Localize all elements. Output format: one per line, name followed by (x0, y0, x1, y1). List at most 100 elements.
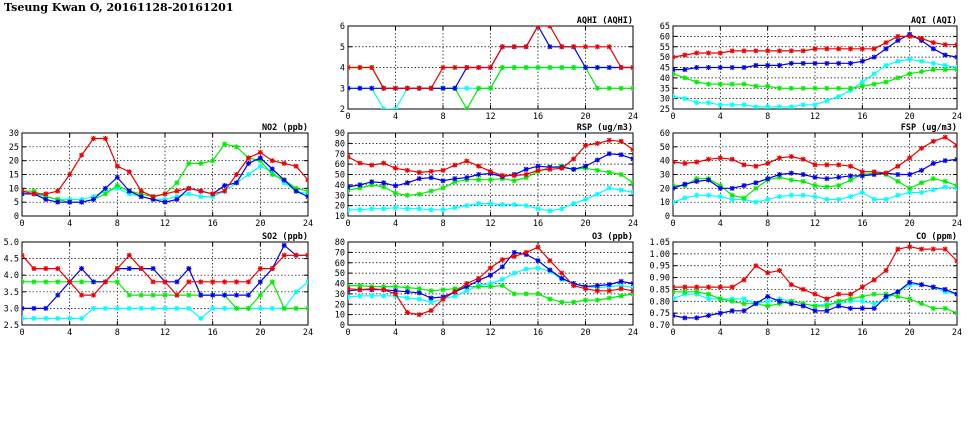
data-point (523, 172, 529, 177)
data-point (369, 85, 375, 91)
data-point (126, 188, 132, 194)
data-point (753, 104, 759, 109)
y-tick-label: 30 (335, 191, 345, 201)
data-point (488, 265, 493, 271)
data-point (559, 65, 565, 70)
data-point (511, 202, 517, 208)
data-point (800, 172, 806, 177)
data-point (800, 102, 806, 108)
data-point (440, 65, 446, 70)
data-point (43, 315, 49, 321)
data-point (883, 46, 889, 52)
data-point (91, 194, 96, 200)
data-point (67, 172, 73, 177)
x-tick-label: 24 (952, 112, 962, 122)
data-point (765, 62, 771, 68)
data-point (673, 199, 676, 205)
chart-title: SO2 (ppb) (262, 232, 308, 242)
data-point (198, 279, 204, 285)
data-point (919, 145, 924, 151)
data-point (859, 46, 865, 52)
data-point (102, 188, 108, 194)
data-point (114, 279, 120, 285)
data-point (812, 174, 818, 180)
data-point (741, 102, 747, 108)
data-point (836, 183, 842, 189)
data-point (848, 177, 853, 183)
data-point (257, 305, 263, 311)
y-tick-label: 0 (340, 321, 345, 331)
data-point (511, 178, 517, 184)
y-tick-label: 5 (340, 43, 345, 53)
data-point (673, 284, 676, 290)
data-point (741, 277, 747, 283)
y-tick-label: 0.80 (650, 297, 670, 307)
data-point (824, 308, 830, 314)
data-point (222, 183, 228, 189)
data-point (535, 291, 541, 297)
data-point (741, 65, 747, 70)
data-point (381, 287, 387, 293)
data-point (91, 305, 96, 311)
data-point (416, 296, 422, 302)
data-point (583, 44, 588, 50)
data-point (404, 289, 410, 295)
x-tick-label: 4 (67, 219, 72, 229)
x-tick-label: 8 (440, 328, 445, 338)
y-tick-label: 0.90 (650, 274, 670, 284)
y-tick-label: 80 (335, 139, 345, 149)
x-tick-label: 0 (670, 328, 675, 338)
y-tick-label: 50 (335, 171, 345, 181)
data-point (694, 65, 700, 70)
x-tick-label: 20 (580, 112, 590, 122)
data-point (416, 176, 422, 182)
x-tick-label: 24 (303, 219, 313, 229)
data-point (357, 85, 363, 91)
data-point (694, 100, 700, 106)
y-tick-label: 45 (660, 64, 670, 74)
data-point (812, 102, 818, 108)
data-point (694, 192, 700, 198)
data-point (499, 276, 505, 282)
data-point (43, 191, 49, 197)
data-point (594, 65, 600, 70)
data-point (476, 201, 482, 207)
data-point (682, 195, 688, 201)
data-point (618, 286, 624, 292)
data-point (102, 185, 108, 191)
data-point (954, 258, 957, 264)
data-point (907, 33, 913, 39)
data-point (523, 203, 529, 209)
data-point (930, 40, 936, 46)
data-point (488, 284, 493, 290)
data-point (523, 249, 529, 255)
x-tick-label: 4 (718, 112, 723, 122)
data-point (174, 188, 180, 194)
data-point (729, 81, 735, 87)
data-point (800, 156, 806, 162)
x-tick-label: 20 (255, 219, 265, 229)
data-point (571, 201, 577, 207)
chart-no2: 0 4 8 12 16 20 24 0 5 10 15 20 25 30 NO2 (ppb) (9, 123, 313, 229)
data-point (777, 155, 782, 161)
data-point (499, 202, 505, 208)
x-tick-label: 16 (533, 112, 543, 122)
data-point (942, 67, 948, 73)
data-point (79, 292, 85, 298)
y-tick-label: 50 (660, 143, 670, 153)
data-point (729, 102, 735, 108)
data-point (824, 176, 830, 182)
data-point (174, 292, 180, 298)
data-point (594, 157, 600, 163)
data-point (606, 169, 612, 175)
y-tick-label: 5.0 (4, 238, 19, 248)
data-point (186, 266, 192, 272)
data-point (348, 154, 351, 160)
data-point (765, 303, 771, 309)
data-point (499, 44, 505, 50)
data-point (883, 40, 889, 46)
data-point (369, 162, 375, 168)
data-point (694, 79, 700, 85)
data-point (919, 180, 924, 186)
